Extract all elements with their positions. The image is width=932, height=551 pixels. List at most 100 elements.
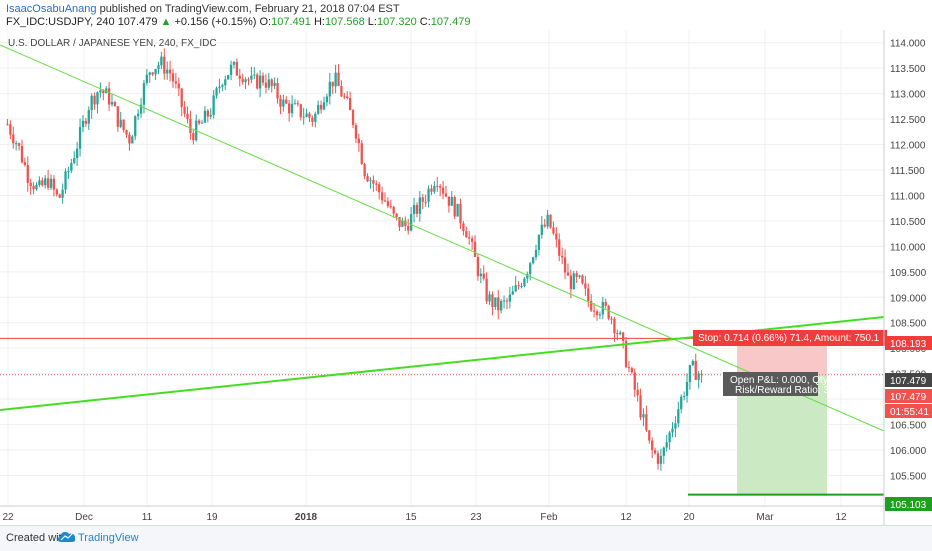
candle-body [128, 134, 131, 144]
price-chart[interactable]: U.S. DOLLAR / JAPANESE YEN, 240, FX_IDC … [0, 30, 932, 525]
candle-body [46, 178, 50, 188]
symbol-label: FX_IDC:USDJPY, 240 [6, 16, 115, 28]
candle-body [218, 86, 221, 89]
candle-body [212, 95, 215, 115]
candle-body [67, 170, 70, 172]
candle-body [134, 116, 137, 137]
candle-body [491, 294, 494, 307]
y-tick-label: 112.000 [890, 141, 926, 152]
candle-body [151, 72, 154, 75]
candle-body [540, 224, 543, 235]
tradingview-cloud-icon[interactable] [58, 530, 76, 544]
candle-body [383, 200, 387, 202]
y-tick-label: 109.000 [890, 293, 927, 304]
high-label: H: [313, 16, 325, 28]
candle-body [546, 214, 549, 227]
candle-body [520, 286, 523, 288]
candle-body [264, 82, 268, 88]
candle-body [238, 75, 241, 79]
x-axis[interactable]: 22 Dec 11 19 2018 15 23 Feb 12 20 Mar 12 [2, 512, 847, 523]
x-tick-label: 20 [683, 512, 695, 523]
candle-body [302, 116, 305, 118]
candle-body [177, 83, 180, 89]
candle-body [653, 450, 657, 454]
candle-body [122, 119, 125, 131]
candle-body [113, 102, 117, 107]
candle-body [348, 98, 352, 111]
candle-body [215, 88, 218, 96]
candle-body [415, 204, 419, 214]
candle-body [317, 104, 320, 114]
candle-body [677, 409, 680, 424]
candle-body [497, 297, 500, 311]
candle-body [526, 274, 529, 279]
candle-body [276, 83, 279, 99]
candle-body [508, 294, 512, 302]
tradingview-link[interactable]: TradingView [78, 532, 139, 544]
candle-body [136, 113, 140, 117]
candle-body [531, 257, 535, 264]
candle-body [38, 180, 41, 185]
candle-body [398, 216, 401, 227]
candle-body [453, 196, 456, 217]
candle-body [142, 83, 146, 105]
candle-body [26, 165, 29, 183]
candle-body [569, 275, 573, 290]
candle-body [476, 256, 480, 277]
candle-body [203, 110, 207, 123]
candle-body [369, 180, 372, 182]
candle-body [9, 124, 12, 135]
open-value: 107.491 [271, 16, 311, 28]
candle-body [444, 193, 448, 197]
candle-body [253, 74, 256, 76]
up-arrow-icon: ▲ [160, 16, 172, 28]
y-tick-label: 112.500 [890, 115, 926, 126]
candle-body [549, 214, 552, 228]
candle-body [325, 96, 329, 103]
candle-body [616, 333, 619, 335]
position-overlay[interactable]: Stop: 0.714 (0.66%) 71.4, Amount: 750.1 … [693, 330, 887, 396]
candle-body [424, 201, 427, 203]
y-tick-label: 105.500 [890, 471, 927, 482]
candle-body [139, 104, 143, 114]
candle-body [645, 414, 648, 431]
candle-body [482, 273, 485, 279]
candle-body [409, 214, 413, 231]
candle-body [633, 372, 636, 390]
candle-body [241, 78, 244, 83]
candle-body [436, 185, 439, 187]
author-link[interactable]: IsaacOsabuAnang [6, 3, 97, 15]
y-tick-label: 113.500 [890, 64, 926, 75]
candle-body [639, 395, 642, 418]
candle-body [296, 103, 300, 105]
candle-body [537, 234, 541, 251]
candle-body [473, 241, 477, 257]
low-label: L: [367, 16, 377, 28]
candle-body [566, 272, 570, 276]
candle-body [229, 64, 233, 76]
candle-body [363, 164, 366, 177]
candle-body [125, 130, 128, 135]
candle-body [209, 114, 212, 117]
candle-body [624, 340, 628, 368]
candle-body [563, 257, 567, 273]
candle-body [343, 96, 346, 98]
pnl-line2: Risk/Reward Ratio: 3.33 [735, 385, 843, 396]
stop-label-box [693, 330, 887, 346]
y-tick-label: 114.000 [890, 39, 926, 50]
change-value: +0.156 (+0.15%) [174, 16, 257, 28]
candle-body [55, 189, 58, 195]
candle-body [52, 178, 56, 190]
candle-body [157, 65, 160, 70]
candle-body [630, 368, 633, 373]
candle-body [697, 373, 700, 380]
candle-body [529, 263, 532, 275]
candle-body [665, 442, 668, 448]
downtrend-line[interactable] [0, 44, 885, 432]
candle-body [70, 162, 73, 171]
candle-body [282, 99, 285, 107]
candle-body [288, 103, 291, 114]
candle-body [258, 75, 262, 89]
candle-body [412, 204, 416, 215]
candle-body [334, 72, 337, 87]
